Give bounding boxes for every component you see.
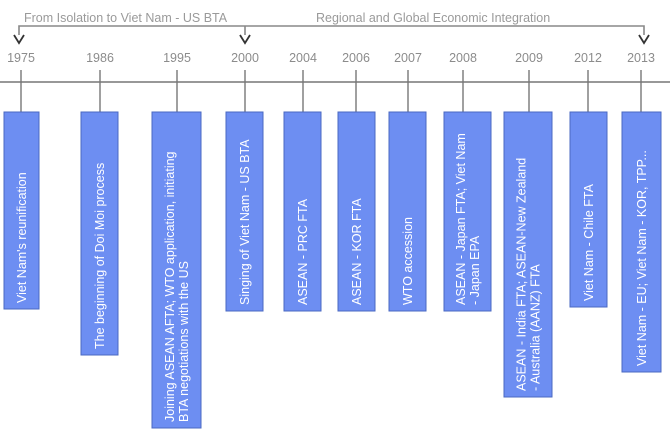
event-2013: 2013 Viet Nam - EU; Viet Nam - KOR, TPP..… bbox=[621, 51, 662, 373]
year-label: 2006 bbox=[342, 51, 370, 65]
event-label: Viet Nam - Chile FTA bbox=[582, 183, 596, 301]
event-label: ASEAN - KOR FTA bbox=[350, 198, 364, 305]
event-2007: 2007 WTO accession bbox=[388, 51, 427, 312]
year-label: 2009 bbox=[515, 51, 543, 65]
event-label: Viet Nam's reunification bbox=[15, 172, 29, 303]
event-1975: 1975 Viet Nam's reunification bbox=[3, 51, 40, 310]
event-box bbox=[503, 111, 553, 398]
event-label: ASEAN - India FTA; ASEAN-New Zealand bbox=[515, 158, 529, 391]
event-box bbox=[3, 111, 40, 310]
event-box bbox=[388, 111, 427, 312]
event-label: - Japan EPA bbox=[468, 235, 482, 305]
event-label: ASEAN - Japan FTA; Viet Nam bbox=[454, 133, 468, 305]
event-2008: 2008 ASEAN - Japan FTA; Viet Nam - Japan E… bbox=[443, 51, 492, 312]
event-box bbox=[337, 111, 376, 312]
year-label: 2008 bbox=[449, 51, 477, 65]
year-label: 1995 bbox=[163, 51, 191, 65]
year-label: 1986 bbox=[86, 51, 114, 65]
event-1986: 1986 The beginning of Doi Moi process bbox=[80, 51, 119, 356]
period-label-right: Regional and Global Economic Integration bbox=[316, 11, 550, 25]
event-2006: 2006 ASEAN - KOR FTA bbox=[337, 51, 376, 312]
year-label: 2007 bbox=[394, 51, 422, 65]
event-label: Singing of Viet Nam - US BTA bbox=[238, 139, 252, 305]
arrow-down-icon bbox=[638, 34, 650, 45]
year-label: 2004 bbox=[289, 51, 317, 65]
event-label: WTO accession bbox=[401, 217, 415, 305]
arrow-down-icon bbox=[239, 34, 251, 45]
event-2009: 2009 ASEAN - India FTA; ASEAN-New Zealand… bbox=[503, 51, 553, 398]
event-label: Viet Nam - EU; Viet Nam - KOR, TPP... bbox=[635, 150, 649, 366]
event-box bbox=[569, 111, 608, 308]
event-box bbox=[225, 111, 264, 312]
year-label: 2000 bbox=[231, 51, 259, 65]
year-label: 1975 bbox=[7, 51, 35, 65]
event-2012: 2012 Viet Nam - Chile FTA bbox=[569, 51, 608, 308]
event-label: - Australia (AANZ) FTA bbox=[529, 263, 543, 391]
event-2004: 2004 ASEAN - PRC FTA bbox=[283, 51, 322, 312]
event-box bbox=[621, 111, 662, 373]
period-bracket-line bbox=[18, 25, 645, 35]
event-label: BTA negotiations with the US bbox=[177, 261, 191, 422]
year-label: 2013 bbox=[627, 51, 655, 65]
event-label: ASEAN - PRC FTA bbox=[296, 198, 310, 305]
event-box bbox=[283, 111, 322, 312]
event-box bbox=[80, 111, 119, 356]
period-label-left: From Isolation to Viet Nam - US BTA bbox=[24, 11, 228, 25]
event-2000: 2000 Singing of Viet Nam - US BTA bbox=[225, 51, 264, 312]
event-1995: 1995 Joining ASEAN AFTA; WTO application,… bbox=[151, 51, 202, 429]
event-label: Joining ASEAN AFTA; WTO application, ini… bbox=[163, 151, 177, 422]
event-box bbox=[443, 111, 492, 312]
events-layer: 1975 Viet Nam's reunification 1986 The begi… bbox=[3, 51, 662, 429]
event-label: The beginning of Doi Moi process bbox=[93, 163, 107, 349]
event-box bbox=[151, 111, 202, 429]
year-label: 2012 bbox=[574, 51, 602, 65]
arrow-down-icon bbox=[13, 34, 25, 45]
